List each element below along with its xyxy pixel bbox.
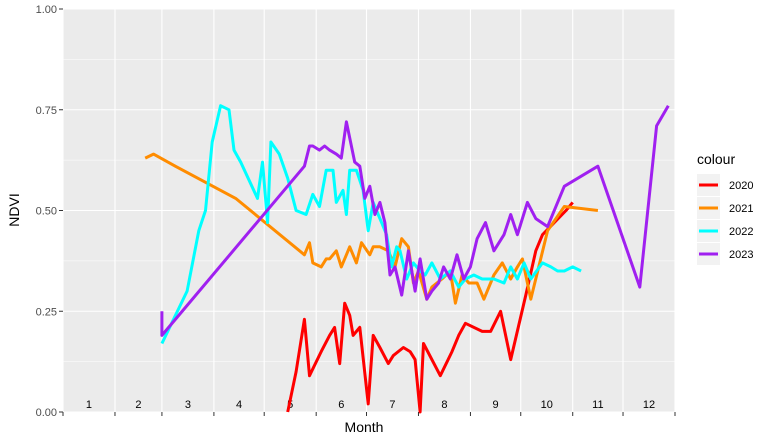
x-axis-title: Month (345, 419, 384, 435)
month-label: 8 (441, 399, 447, 411)
legend-label-2021: 2021 (729, 203, 753, 215)
y-tick-label: 0.50 (36, 206, 57, 218)
legend-label-2020: 2020 (729, 180, 753, 192)
month-label: 11 (592, 399, 603, 411)
series-line-2022 (160, 104, 582, 345)
y-tick-label: 1.00 (36, 4, 57, 16)
series-line-2021 (144, 152, 599, 305)
series-lines (144, 104, 670, 414)
month-label: 6 (338, 399, 344, 411)
legend: colour 2020 2021 2022 2023 (697, 151, 753, 265)
legend-label-2022: 2022 (729, 226, 753, 238)
y-tick-label: 0.75 (36, 105, 57, 117)
y-tick-label: 0.25 (36, 306, 57, 318)
month-label: 3 (185, 399, 191, 411)
y-tick-label: 0.00 (36, 407, 57, 419)
series-line-2020 (286, 201, 574, 414)
x-axis (62, 412, 676, 416)
y-axis: 0.00 0.25 0.50 0.75 1.00 (36, 4, 63, 419)
y-axis-title: NDVI (6, 193, 22, 226)
legend-label-2023: 2023 (729, 249, 753, 261)
month-label: 2 (135, 399, 141, 411)
month-label: 1 (86, 399, 92, 411)
month-label: 9 (493, 399, 499, 411)
month-label: 4 (236, 399, 242, 411)
legend-title: colour (697, 151, 735, 167)
month-label: 10 (541, 399, 553, 411)
month-label: 7 (389, 399, 395, 411)
month-label: 12 (643, 399, 655, 411)
series-line-2023 (160, 104, 670, 337)
